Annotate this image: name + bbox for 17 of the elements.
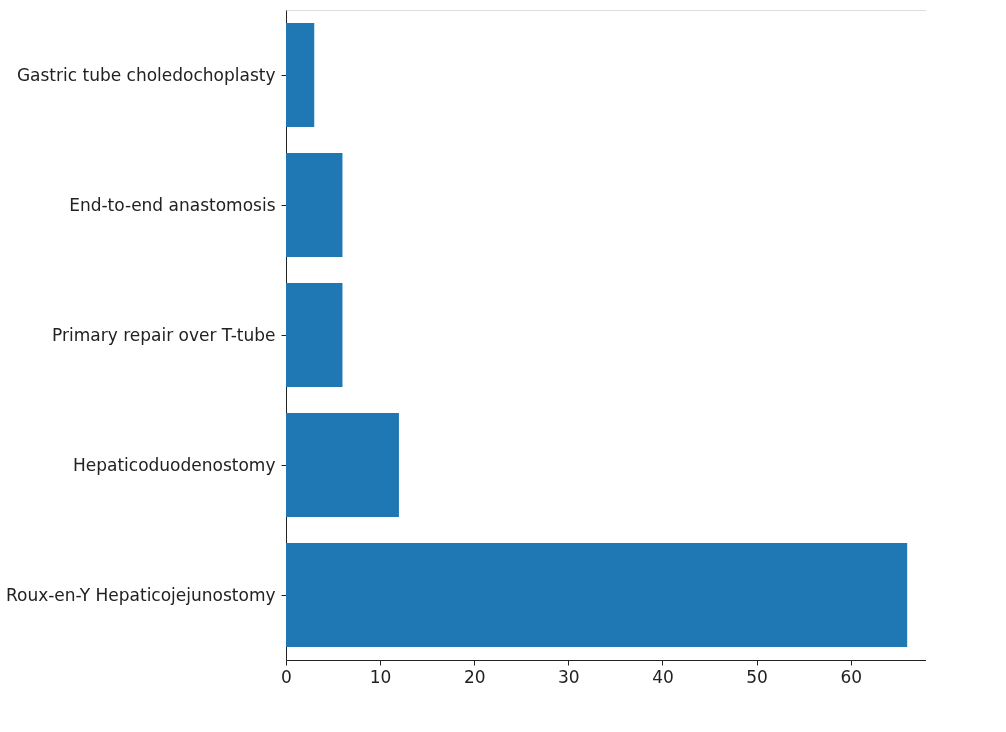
bar (286, 413, 399, 517)
y-tick-label: Primary repair over T-tube (52, 324, 276, 345)
x-tick-label: 30 (558, 666, 580, 687)
bar (286, 543, 908, 647)
bar (286, 283, 343, 387)
y-tick-label: Gastric tube choledochoplasty (16, 64, 276, 85)
y-tick-label: Roux-en-Y Hepaticojejunostomy (5, 584, 276, 605)
x-tick-label: 40 (652, 666, 674, 687)
bar (286, 23, 315, 127)
x-tick-label: 10 (369, 666, 392, 687)
y-tick-label: Hepaticoduodenostomy (72, 454, 276, 475)
x-tick-label: 0 (281, 666, 292, 687)
bar (286, 153, 343, 257)
y-tick-label: End-to-end anastomosis (69, 194, 276, 215)
x-tick-label: 20 (463, 666, 486, 687)
x-tick-label: 60 (840, 666, 863, 687)
x-tick-label: 50 (746, 666, 768, 687)
